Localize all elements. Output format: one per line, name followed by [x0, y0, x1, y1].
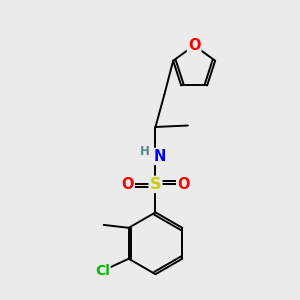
- Text: S: S: [150, 177, 161, 192]
- Text: O: O: [188, 38, 200, 53]
- Text: O: O: [121, 177, 134, 192]
- Text: Cl: Cl: [95, 263, 110, 278]
- Text: H: H: [140, 145, 150, 158]
- Text: N: N: [154, 149, 166, 164]
- Text: O: O: [177, 177, 190, 192]
